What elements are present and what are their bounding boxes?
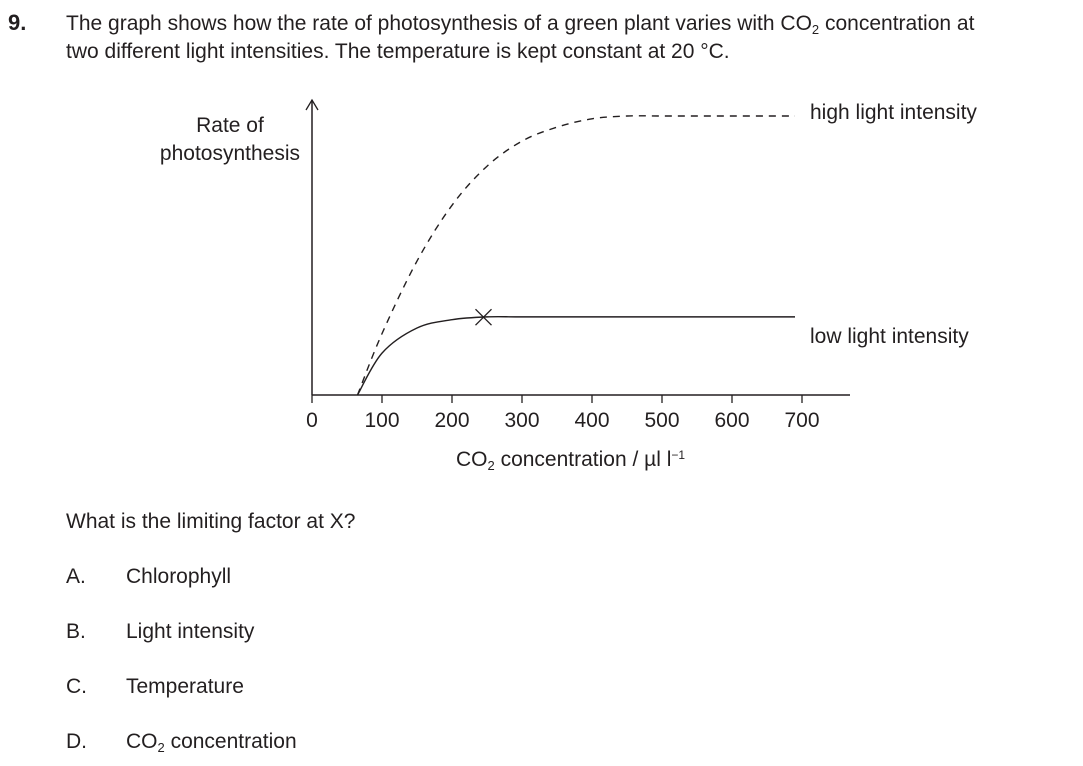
option-d[interactable]: D. CO2 concentration <box>66 728 297 756</box>
option-letter: D. <box>66 730 87 753</box>
x-tick-label: 600 <box>714 409 749 432</box>
x-tick-label: 300 <box>504 409 539 432</box>
legend-high-light: high light intensity <box>810 101 977 124</box>
question-stem: The graph shows how the rate of photosyn… <box>66 10 1066 66</box>
x-tick-label: 0 <box>306 409 318 432</box>
x-tick-label: 400 <box>574 409 609 432</box>
option-text: CO2 concentration <box>126 730 297 755</box>
option-letter: A. <box>66 565 86 588</box>
question-prompt: What is the limiting factor at X? <box>66 510 356 533</box>
low-light-intensity-line <box>356 315 795 396</box>
x-marker-stroke <box>475 308 492 326</box>
stem-line-2: two different light intensities. The tem… <box>66 40 730 63</box>
question-number: 9. <box>8 10 27 35</box>
option-text: Light intensity <box>126 620 255 643</box>
stem-line-1: The graph shows how the rate of photosyn… <box>66 12 975 37</box>
option-a[interactable]: A. Chlorophyll <box>66 563 231 591</box>
option-c[interactable]: C. Temperature <box>66 673 244 701</box>
y-axis-label: Rate of photosynthesis <box>159 114 300 165</box>
x-axis-label: CO2 concentration / µl l−1 <box>456 448 686 473</box>
option-b[interactable]: B. Light intensity <box>66 618 254 646</box>
x-tick-label: 200 <box>434 409 469 432</box>
high-light-intensity-line <box>356 115 795 396</box>
option-letter: B. <box>66 620 86 643</box>
option-text: Chlorophyll <box>126 565 232 588</box>
option-letter: C. <box>66 675 87 698</box>
legend-low-light: low light intensity <box>810 325 969 348</box>
y-axis-arrow <box>305 98 319 111</box>
annotation-x-marker <box>475 308 492 326</box>
x-tick-label: 500 <box>644 409 679 432</box>
option-text: Temperature <box>126 675 244 698</box>
x-tick-label: 700 <box>784 409 819 432</box>
x-tick-label: 100 <box>364 409 399 432</box>
